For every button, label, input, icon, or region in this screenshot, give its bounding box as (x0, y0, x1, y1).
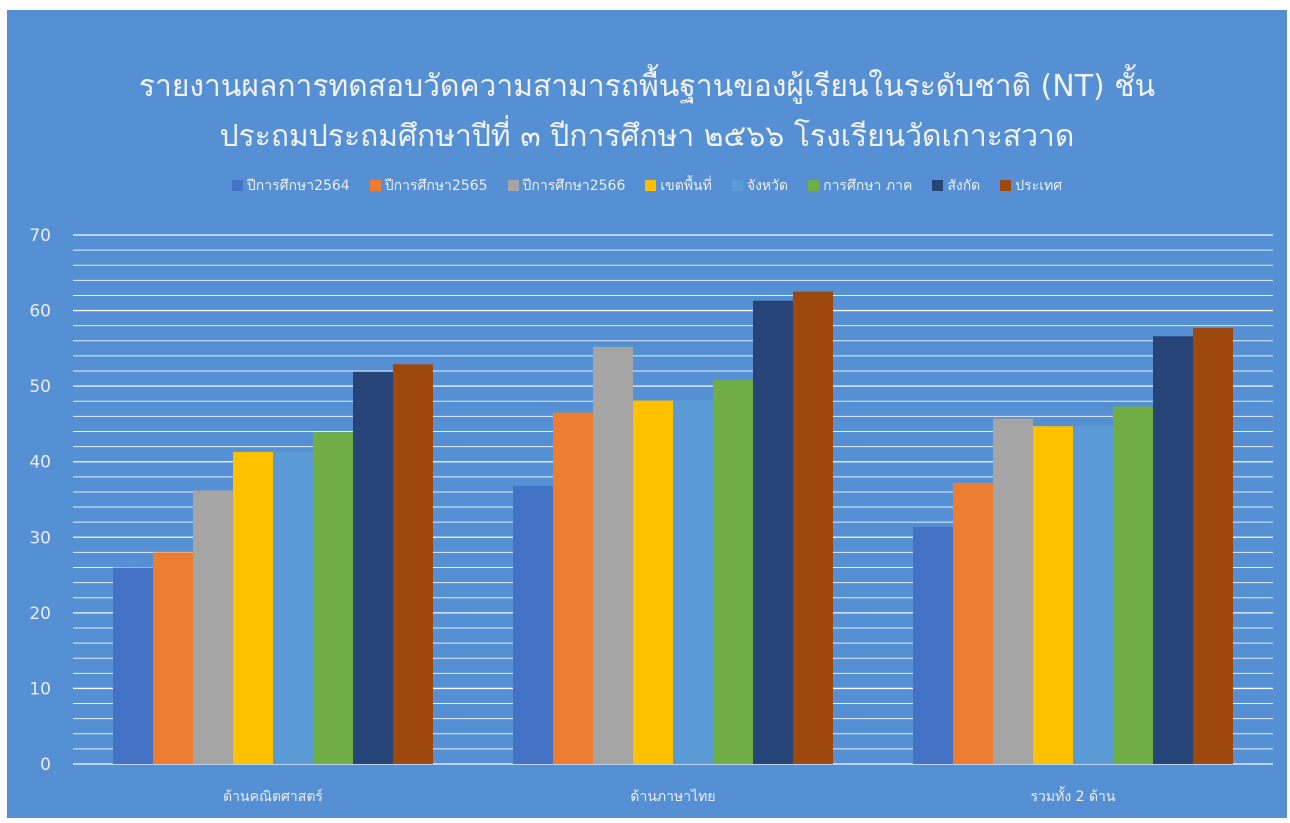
bar (753, 300, 793, 764)
legend-swatch (369, 180, 381, 191)
bar (953, 482, 993, 764)
y-tick-label: 20 (29, 604, 51, 624)
x-category-label: ด้านภาษาไทย (630, 788, 715, 805)
bar (393, 364, 433, 764)
y-tick-label: 60 (29, 302, 51, 322)
bar (113, 567, 153, 764)
legend-label: ปีการศึกษา2565 (384, 178, 488, 194)
bar (993, 418, 1033, 764)
bar (1073, 426, 1113, 764)
legend-swatch (507, 180, 519, 191)
bar (1153, 336, 1193, 764)
legend: ปีการศึกษา2564 ปีการศึกษา2565 ปีการศึกษา25… (7, 175, 1287, 197)
legend-label: ประเทศ (1015, 178, 1063, 194)
bar (1033, 426, 1073, 764)
y-tick-label: 10 (29, 679, 51, 699)
x-category-label: ด้านคณิตศาสตร์ (223, 788, 323, 805)
legend-item: สังกัด (932, 175, 980, 197)
legend-label: ปีการศึกษา2564 (246, 178, 350, 194)
y-tick-label: 50 (29, 377, 51, 397)
x-category-label: รวมทั้ง 2 ด้าน (1030, 786, 1115, 805)
chart-title-line-2: ประถมประถมศึกษาปีที่ ๓ ปีการศึกษา ๒๕๖๖ โ… (219, 119, 1075, 154)
y-tick-label: 0 (40, 755, 51, 775)
legend-item: ปีการศึกษา2565 (369, 175, 488, 197)
bar (553, 412, 593, 764)
y-tick-label: 70 (29, 226, 51, 246)
legend-item: ปีการศึกษา2564 (231, 175, 350, 197)
bar (1113, 406, 1153, 764)
legend-label: จังหวัด (746, 178, 789, 194)
bar (273, 451, 313, 764)
bar (593, 346, 633, 764)
bar (913, 526, 953, 764)
legend-label: เขตพื้นที่ (660, 178, 712, 194)
plot-area: 0 10 20 30 40 50 60 70 ด้านคณิตศาสตร์ ด้านภาษาไทย… (29, 226, 1273, 805)
bar (1193, 327, 1233, 764)
legend-swatch (808, 180, 820, 191)
legend-swatch (645, 180, 657, 191)
bar (233, 451, 273, 764)
bar (313, 432, 353, 764)
bar (153, 552, 193, 764)
bar (633, 400, 673, 764)
chart-area: รายงานผลการทดสอบวัดความสามารถพื้นฐานของผ… (7, 10, 1287, 818)
legend-label: ปีการศึกษา2566 (522, 178, 626, 194)
bar (793, 291, 833, 764)
legend-item: จังหวัด (731, 175, 789, 197)
legend-swatch (731, 180, 743, 191)
legend-item: ปีการศึกษา2566 (507, 175, 626, 197)
y-tick-label: 30 (29, 528, 51, 548)
legend-label: สังกัด (947, 178, 981, 194)
bar (513, 485, 553, 764)
bar (713, 380, 753, 764)
legend-label: การศึกษา ภาค (823, 178, 913, 194)
bar (673, 400, 713, 764)
bar (353, 371, 393, 764)
y-tick-label: 40 (29, 453, 51, 473)
chart-title-line-1: รายงานผลการทดสอบวัดความสามารถพื้นฐานของผ… (138, 69, 1156, 104)
legend-item: เขตพื้นที่ (645, 175, 712, 197)
legend-item: ประเทศ (1000, 175, 1062, 197)
legend-swatch (1000, 180, 1012, 191)
chart-title: รายงานผลการทดสอบวัดความสามารถพื้นฐานของผ… (7, 62, 1287, 162)
legend-swatch (231, 180, 243, 191)
legend-swatch (932, 180, 944, 191)
legend-item: การศึกษา ภาค (808, 175, 912, 197)
bar (193, 490, 233, 764)
